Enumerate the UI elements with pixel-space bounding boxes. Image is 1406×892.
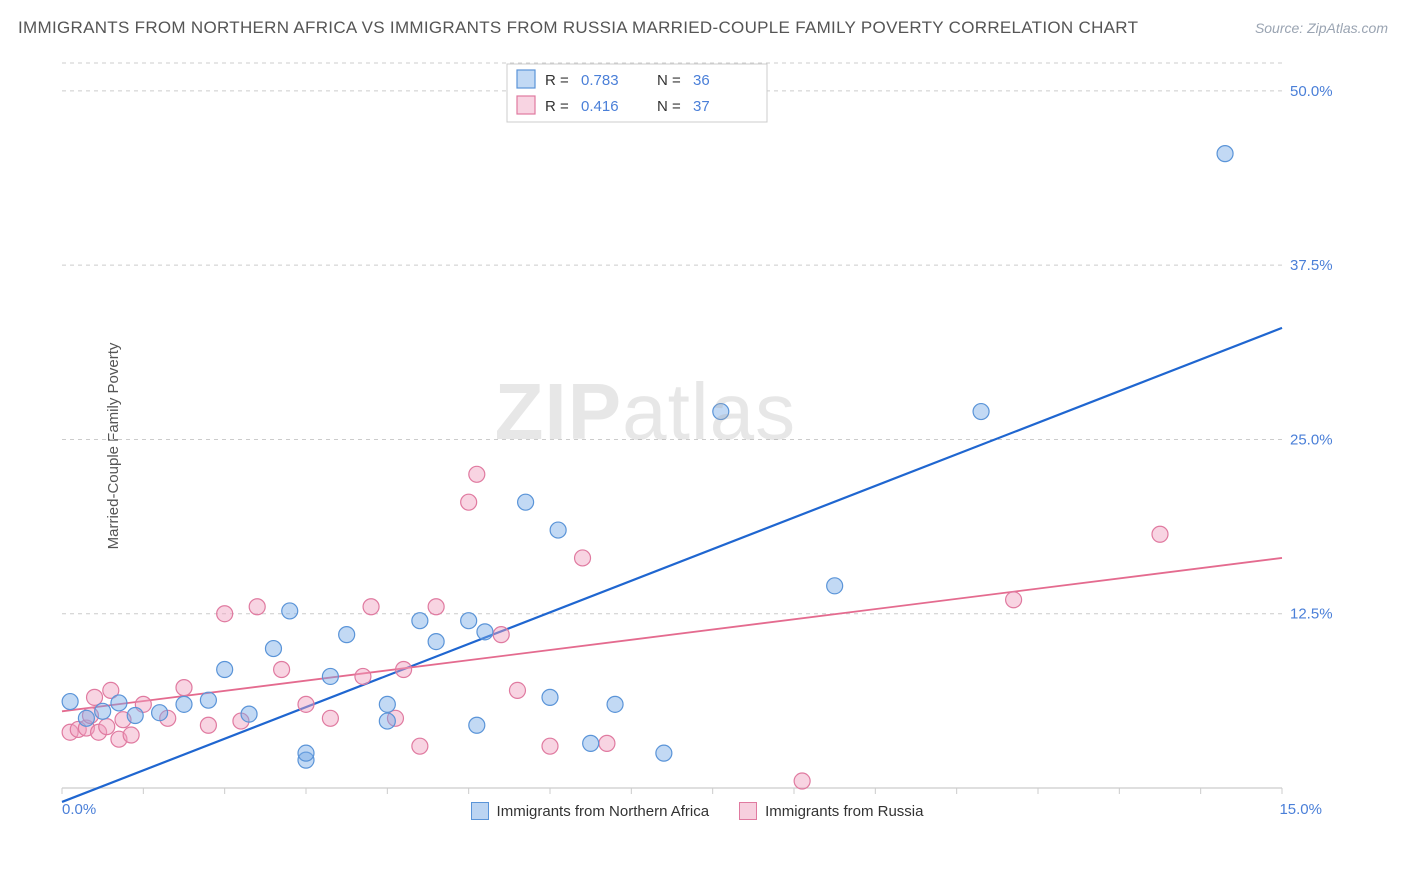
svg-text:12.5%: 12.5%	[1290, 606, 1333, 623]
chart-title: IMMIGRANTS FROM NORTHERN AFRICA VS IMMIG…	[18, 18, 1138, 38]
swatch-blue-icon	[471, 802, 489, 820]
source-label: Source: ZipAtlas.com	[1255, 20, 1388, 36]
svg-text:36: 36	[693, 72, 710, 89]
legend-item-b: Immigrants from Russia	[739, 802, 923, 820]
plot-area: 12.5%25.0%37.5%50.0%0.0%15.0%R =0.783N =…	[52, 58, 1342, 828]
legend-label-b: Immigrants from Russia	[765, 803, 923, 820]
legend-item-a: Immigrants from Northern Africa	[471, 802, 710, 820]
legend-label-a: Immigrants from Northern Africa	[497, 803, 710, 820]
svg-text:R =: R =	[545, 72, 569, 89]
bottom-legend: Immigrants from Northern Africa Immigran…	[52, 802, 1342, 820]
svg-text:37: 37	[693, 98, 710, 115]
svg-text:R =: R =	[545, 98, 569, 115]
svg-text:N =: N =	[657, 98, 681, 115]
svg-text:N =: N =	[657, 72, 681, 89]
svg-text:0.783: 0.783	[581, 72, 619, 89]
svg-text:37.5%: 37.5%	[1290, 257, 1333, 274]
svg-text:25.0%: 25.0%	[1290, 431, 1333, 448]
swatch-pink-icon	[739, 802, 757, 820]
chart-header: IMMIGRANTS FROM NORTHERN AFRICA VS IMMIG…	[18, 18, 1388, 38]
svg-text:0.416: 0.416	[581, 98, 619, 115]
svg-text:50.0%: 50.0%	[1290, 83, 1333, 100]
scatter-chart-svg: 12.5%25.0%37.5%50.0%0.0%15.0%R =0.783N =…	[52, 58, 1342, 828]
